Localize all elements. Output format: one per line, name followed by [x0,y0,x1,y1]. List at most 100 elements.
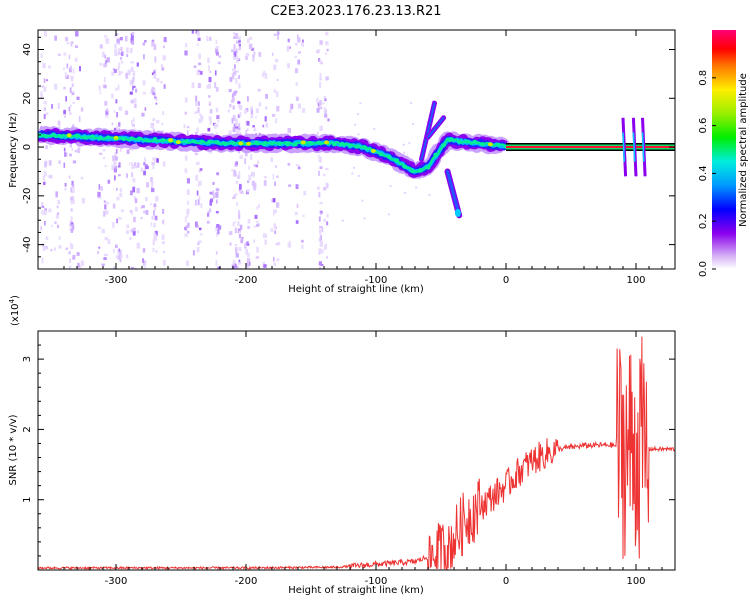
noise-dot [233,43,236,50]
noise-dot [227,109,231,113]
noise-dot [325,167,329,171]
trace-blob [324,140,330,145]
noise-dot [118,52,123,55]
noise-dot [194,101,198,107]
noise-dot [153,71,156,74]
trace-blob [66,133,72,138]
noise-dot [209,191,213,195]
trace-blob [277,142,283,147]
noise-dot [69,258,71,263]
noise-dot [245,53,250,57]
noise-dot [98,85,101,91]
noise-dot [154,230,158,236]
noise-dot [409,101,412,104]
noise-dot [297,103,302,109]
noise-dot [49,145,52,148]
noise-dot [142,80,146,86]
snr-series-line [38,336,675,570]
trace-blob [285,142,291,147]
noise-dot [141,112,145,117]
noise-dot [301,244,304,250]
noise-dot [48,160,52,166]
noise-dot [140,217,143,220]
noise-dot [228,88,232,93]
noise-dot [239,155,243,159]
trace-blob [43,134,49,139]
noise-dot [255,116,257,119]
noise-dot [238,247,242,252]
noise-dot [72,101,76,104]
noise-dot [118,174,121,177]
trace-blob [82,135,88,140]
noise-dot [217,225,222,230]
noise-dot [132,76,135,83]
noise-dot [277,242,281,246]
noise-dot [153,69,156,72]
noise-dot [151,215,155,220]
figure-title: C2E3.2023.176.23.13.R21 [270,4,441,19]
noise-dot [196,43,199,46]
trace-blob [292,142,298,147]
noise-dot [111,93,114,99]
noise-dot [317,154,320,158]
noise-dot [198,118,202,124]
noise-dot [113,69,117,73]
noise-dot [325,76,329,81]
noise-dot [215,192,219,198]
noise-dot [191,30,194,34]
noise-dot [218,55,222,58]
noise-dot [58,160,61,164]
noise-dot [112,155,116,162]
noise-dot [113,160,117,166]
noise-dot [404,191,407,194]
noise-dot [276,78,279,82]
noise-dot [105,59,107,64]
noise-dot [234,32,239,39]
noise-dot [65,75,69,79]
noise-dot [273,89,277,93]
noise-dot [200,115,204,122]
noise-dot [45,236,49,241]
noise-dot [244,243,247,249]
noise-dot [319,212,322,216]
noise-dot [363,217,366,220]
noise-dot [273,256,275,262]
noise-dot [253,128,257,132]
noise-dot [63,147,66,152]
noise-dot [258,102,262,107]
noise-dot [129,146,132,150]
noise-dot [255,256,259,259]
noise-dot [216,172,220,176]
noise-dot [162,111,165,116]
noise-dot [215,260,218,267]
noise-dot [46,79,49,82]
noise-dot [151,183,154,190]
noise-dot [238,230,241,234]
trace-branch-core [420,102,436,161]
spectrogram-y-ticks: -40 -20 0 20 40 [22,36,675,270]
noise-dot [142,258,145,263]
noise-dot [144,263,146,269]
noise-dot [288,184,292,187]
x-tick-label: -200 [235,275,258,286]
noise-dot [51,104,54,109]
noise-dot [143,54,145,60]
noise-dot [115,99,118,104]
trace-blob [113,135,119,140]
trace-blob [495,142,501,147]
noise-dot [130,99,134,104]
noise-dot [40,226,43,231]
noise-dot [272,173,275,180]
noise-dot [162,219,165,225]
noise-dot [208,116,212,121]
noise-dot [150,92,153,95]
noise-dot [155,102,158,105]
noise-dot [104,236,109,241]
noise-dot [54,221,57,225]
snr-x-axis-label: Height of straight line (km) [288,585,424,596]
noise-dot [132,117,135,123]
noise-dot [130,190,133,196]
noise-dot [250,106,253,109]
noise-dot [248,165,250,170]
trace-blob [386,154,392,159]
